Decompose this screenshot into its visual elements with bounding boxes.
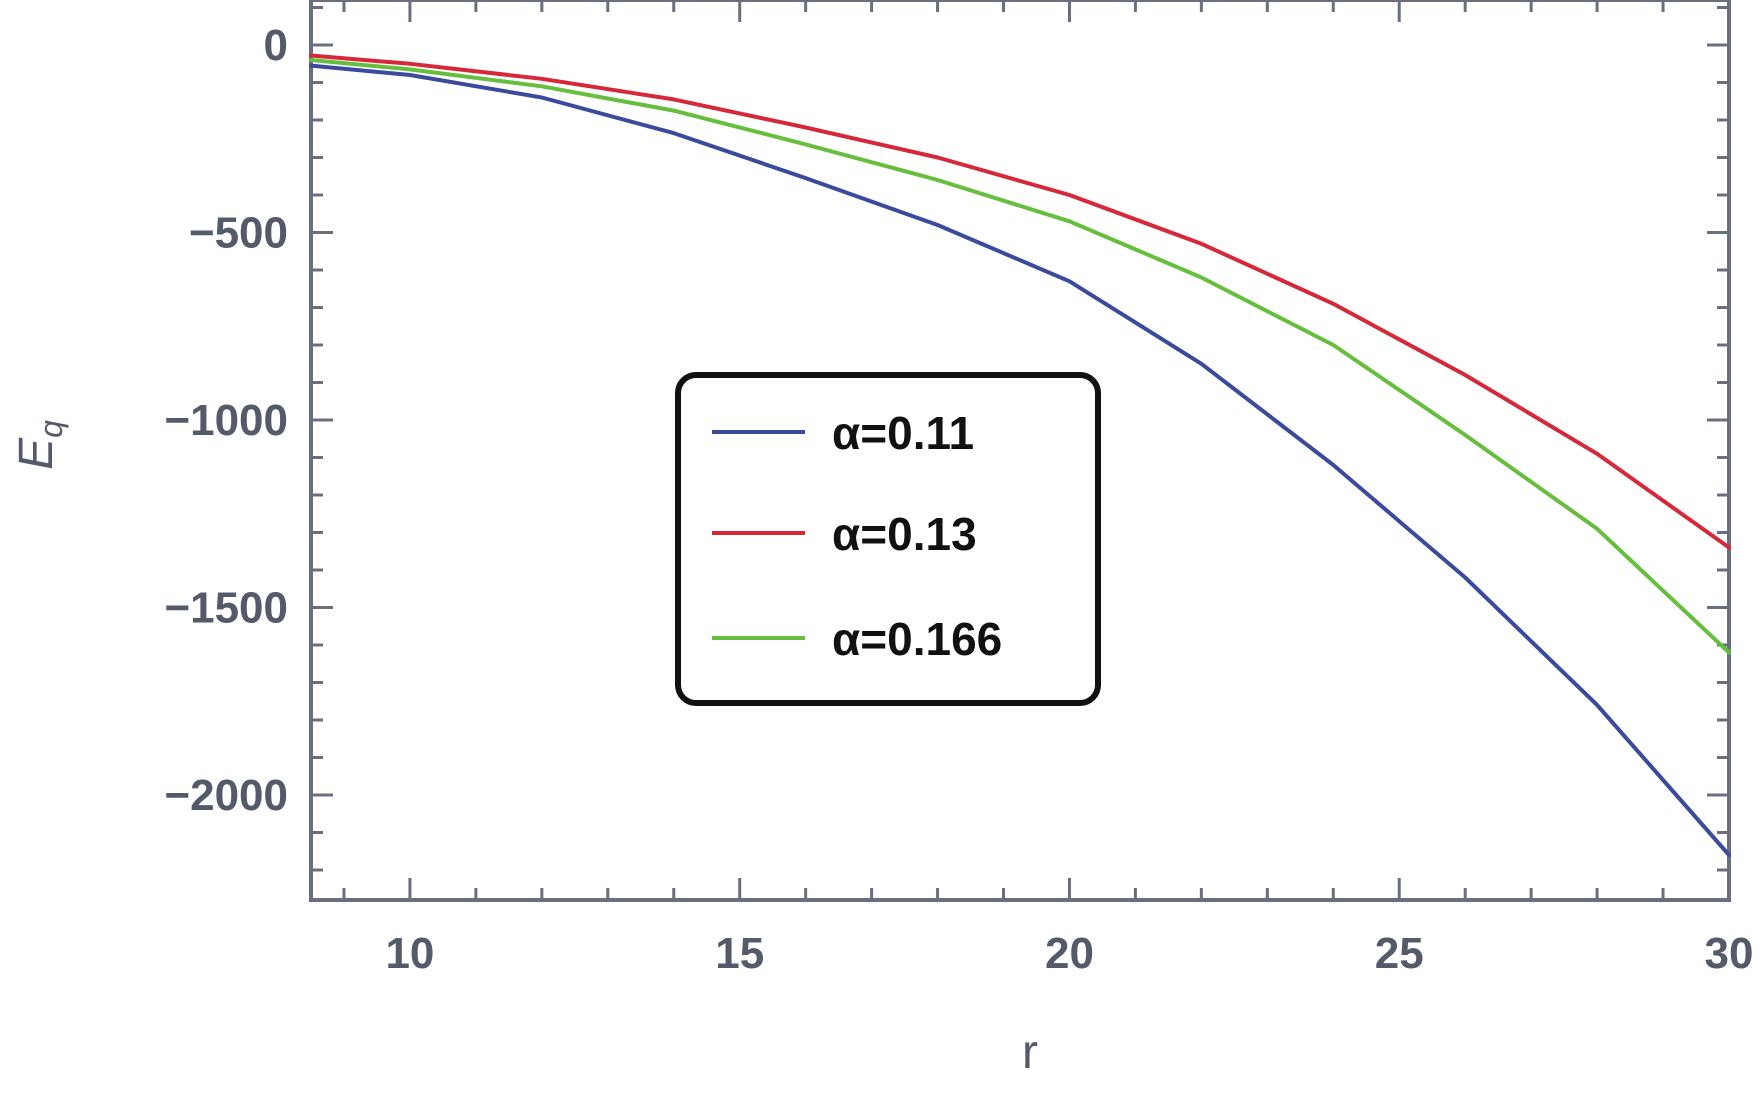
legend-label-3: α=0.166	[832, 613, 1002, 665]
legend: α=0.11 α=0.13 α=0.166	[675, 372, 1101, 706]
legend-box	[675, 372, 1101, 706]
x-tick-label: 20	[1045, 929, 1094, 978]
x-tick-label: 10	[385, 929, 434, 978]
y-axis-title-base: E	[10, 437, 63, 470]
tick-labels: 10 15 20 25 30 0 −500 −1000 −1500 −2000	[164, 21, 1753, 978]
x-tick-label: 25	[1375, 929, 1424, 978]
svg-text:Eq: Eq	[10, 420, 69, 470]
y-axis-title-subscript: q	[33, 420, 69, 438]
tick-marks	[311, 0, 1731, 900]
legend-label-1: α=0.11	[832, 407, 974, 459]
y-tick-label: −1500	[164, 584, 288, 633]
x-axis-title: r	[1022, 1026, 1038, 1079]
series-line-3	[309, 58, 1731, 655]
series-line-2	[309, 53, 1731, 550]
y-tick-label: −1000	[164, 396, 288, 445]
y-tick-label: −500	[189, 209, 288, 258]
x-tick-label: 30	[1705, 929, 1754, 978]
y-axis-title: Eq	[10, 420, 69, 470]
x-tick-label: 15	[715, 929, 764, 978]
series-lines	[309, 53, 1731, 857]
y-tick-label: −2000	[164, 771, 288, 820]
plot-frame	[309, 0, 1731, 902]
y-tick-label: 0	[264, 21, 288, 70]
legend-label-2: α=0.13	[832, 508, 977, 560]
series-line-1	[309, 63, 1731, 857]
